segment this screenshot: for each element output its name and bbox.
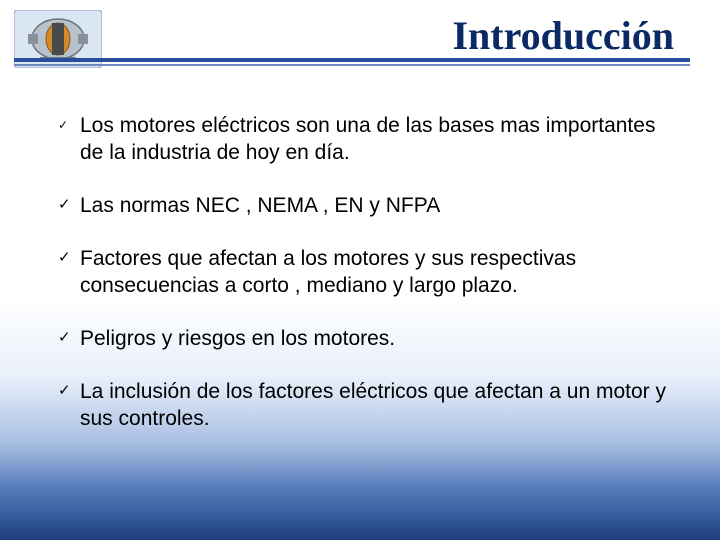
check-icon: ✓: [58, 378, 80, 404]
bullet-list: ✓ Los motores eléctricos son una de las …: [0, 84, 720, 432]
list-item: ✓ Las normas NEC , NEMA , EN y NFPA: [58, 192, 670, 219]
list-item: ✓ La inclusión de los factores eléctrico…: [58, 378, 670, 432]
page-title: Introducción: [0, 8, 720, 59]
list-item-text: La inclusión de los factores eléctricos …: [80, 378, 670, 432]
title-underline: [14, 58, 690, 72]
list-item: ✓ Los motores eléctricos son una de las …: [58, 112, 670, 166]
slide-header: Introducción: [0, 0, 720, 84]
list-item-text: Los motores eléctricos son una de las ba…: [80, 112, 670, 166]
list-item: ✓ Peligros y riesgos en los motores.: [58, 325, 670, 352]
list-item-text: Factores que afectan a los motores y sus…: [80, 245, 670, 299]
check-icon: ✓: [58, 112, 80, 138]
check-icon: ✓: [58, 192, 80, 218]
check-icon: ✓: [58, 325, 80, 351]
list-item-text: Las normas NEC , NEMA , EN y NFPA: [80, 192, 670, 219]
list-item-text: Peligros y riesgos en los motores.: [80, 325, 670, 352]
list-item: ✓ Factores que afectan a los motores y s…: [58, 245, 670, 299]
check-icon: ✓: [58, 245, 80, 271]
